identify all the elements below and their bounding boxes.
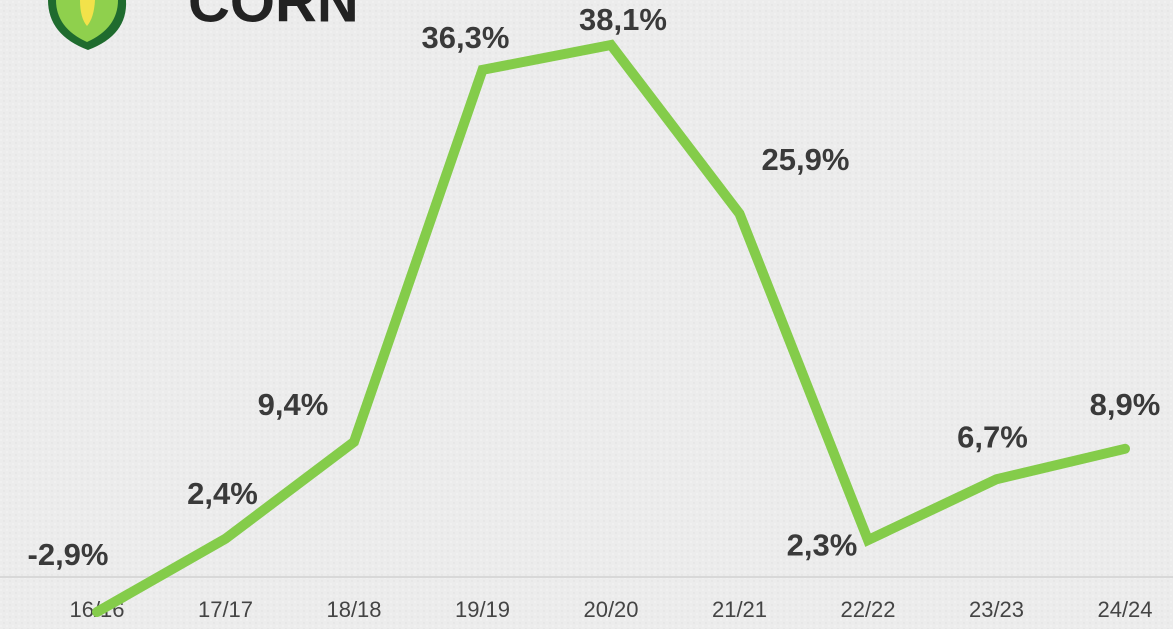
line: [92, 39, 1130, 617]
value-label: 6,7%: [957, 419, 1028, 454]
value-label: 38,1%: [579, 2, 667, 37]
value-label: 2,3%: [787, 527, 858, 562]
x-tick-label: 21/21: [712, 597, 767, 622]
value-label: -2,9%: [28, 537, 109, 572]
value-label: 9,4%: [258, 387, 329, 422]
x-tick-label: 22/22: [840, 597, 895, 622]
corn-icon: [48, 0, 127, 50]
chart-title: CORN: [188, 0, 359, 34]
x-tick-label: 24/24: [1097, 597, 1152, 622]
x-tick-label: 20/20: [583, 597, 638, 622]
x-tick-label: 23/23: [969, 597, 1024, 622]
value-label: 2,4%: [187, 476, 258, 511]
value-label: 25,9%: [762, 142, 850, 177]
x-tick-label: 18/18: [326, 597, 381, 622]
x-tick-label: 17/17: [198, 597, 253, 622]
value-label: 8,9%: [1090, 387, 1161, 422]
x-tick-label: 19/19: [455, 597, 510, 622]
value-label: 36,3%: [422, 20, 510, 55]
